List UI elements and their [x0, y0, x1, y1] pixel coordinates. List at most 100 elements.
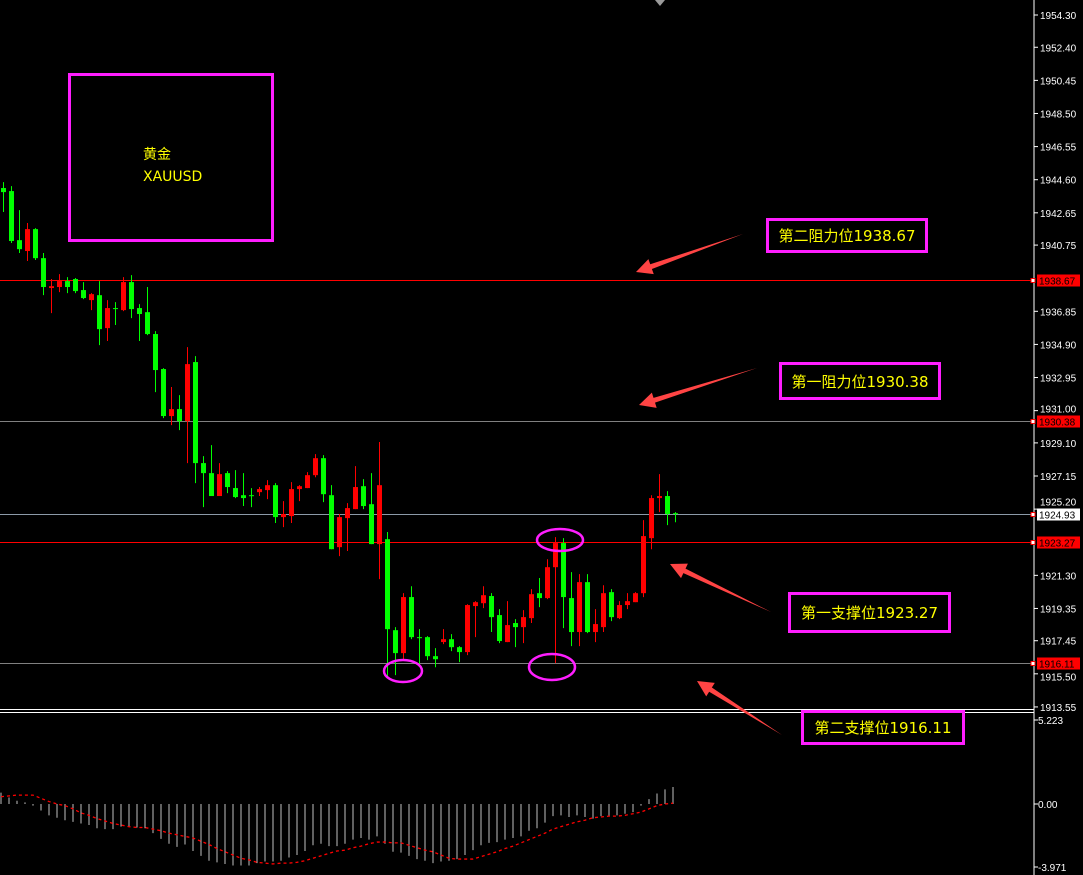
candle: [169, 387, 174, 426]
highlight-ellipse: [527, 652, 577, 682]
candle-body: [649, 498, 654, 539]
candle: [57, 274, 62, 293]
candle-body: [449, 639, 454, 648]
candle: [137, 304, 142, 342]
candle: [601, 585, 606, 633]
indicator-tick-label: 5.223: [1038, 716, 1063, 727]
candles: [1, 182, 678, 679]
y-tick-label: 1954.30: [1040, 11, 1077, 22]
candle: [113, 302, 118, 326]
candle: [505, 601, 510, 643]
candle-body: [105, 308, 110, 329]
level-marker: [1030, 512, 1036, 517]
level-marker: [1030, 540, 1036, 545]
y-tick-label: 1936.85: [1040, 307, 1077, 318]
candle: [665, 491, 670, 526]
annotation-resistance-1: 第一阻力位1930.38: [779, 362, 941, 400]
candle: [305, 472, 310, 489]
candle-body: [385, 539, 390, 630]
annotation-support-1: 第一支撑位1923.27: [788, 592, 951, 633]
candle-body: [25, 229, 30, 252]
y-tick-label: 1927.15: [1040, 472, 1077, 483]
candle: [593, 609, 598, 643]
arrow-icon: [636, 234, 743, 275]
candle: [289, 482, 294, 524]
level-tag: [1037, 274, 1080, 287]
candle-body: [193, 362, 198, 464]
candle: [105, 300, 110, 342]
candle: [385, 532, 390, 679]
candle-body: [657, 496, 662, 499]
candle-body: [73, 279, 78, 292]
candle-body: [17, 240, 22, 250]
candle: [25, 223, 30, 262]
candle-body: [249, 495, 254, 497]
candle-body: [401, 597, 406, 654]
candle: [41, 253, 46, 296]
symbol-name-cn: 黄金: [143, 147, 171, 163]
candle: [409, 586, 414, 640]
candle: [9, 186, 14, 244]
candle-body: [321, 458, 326, 495]
annotation-text: 第一支撑位1923.27: [800, 604, 939, 622]
level-tag: [1037, 657, 1080, 670]
candle: [49, 279, 54, 314]
candle: [617, 601, 622, 620]
annotation-resistance-2: 第二阻力位1938.67: [766, 218, 928, 253]
chart-shift-marker-icon[interactable]: [655, 0, 665, 6]
candle-body: [353, 487, 358, 510]
candle: [241, 473, 246, 507]
indicator-tick-label: 0.00: [1038, 800, 1058, 811]
candle: [553, 537, 558, 664]
candle: [481, 586, 486, 609]
candle: [121, 277, 126, 312]
candle-body: [409, 597, 414, 638]
candle: [153, 331, 158, 393]
candle: [353, 466, 358, 510]
y-tick-label: 1931.00: [1040, 405, 1077, 416]
candle-body: [529, 594, 534, 619]
arrow-icon: [639, 368, 757, 408]
candle-body: [673, 513, 678, 515]
candle: [521, 610, 526, 644]
candle: [457, 646, 462, 663]
candle-body: [81, 290, 86, 299]
candle: [361, 479, 366, 510]
candle-body: [497, 615, 502, 642]
candle-body: [41, 258, 46, 288]
candle-body: [569, 598, 574, 633]
y-tick-label: 1917.45: [1040, 637, 1077, 648]
candle: [433, 648, 438, 668]
level-tag: [1037, 508, 1080, 521]
level-marker: [1030, 661, 1036, 666]
candle-body: [665, 496, 670, 515]
candle: [345, 503, 350, 552]
candle-body: [561, 543, 566, 598]
candle-body: [289, 489, 294, 517]
candle-body: [297, 486, 302, 490]
candle-body: [233, 488, 238, 498]
y-tick-label: 1950.45: [1040, 76, 1077, 87]
candle: [377, 442, 382, 580]
candle-body: [489, 596, 494, 618]
candle-body: [417, 637, 422, 639]
candle: [161, 368, 166, 419]
candle-body: [177, 409, 182, 422]
y-tick-label: 1952.40: [1040, 43, 1077, 54]
candle: [425, 636, 430, 661]
candle: [89, 293, 94, 311]
candle: [441, 629, 446, 645]
candle: [217, 463, 222, 497]
candle-body: [617, 605, 622, 619]
candle: [625, 593, 630, 610]
candle-body: [97, 295, 102, 330]
candle: [1, 182, 6, 212]
candle-body: [329, 495, 334, 550]
candle-body: [601, 593, 606, 628]
candle-body: [161, 369, 166, 417]
arrow-icon: [697, 681, 782, 735]
candle-body: [9, 191, 14, 242]
y-tick-label: 1946.55: [1040, 143, 1077, 154]
candle-body: [201, 463, 206, 474]
